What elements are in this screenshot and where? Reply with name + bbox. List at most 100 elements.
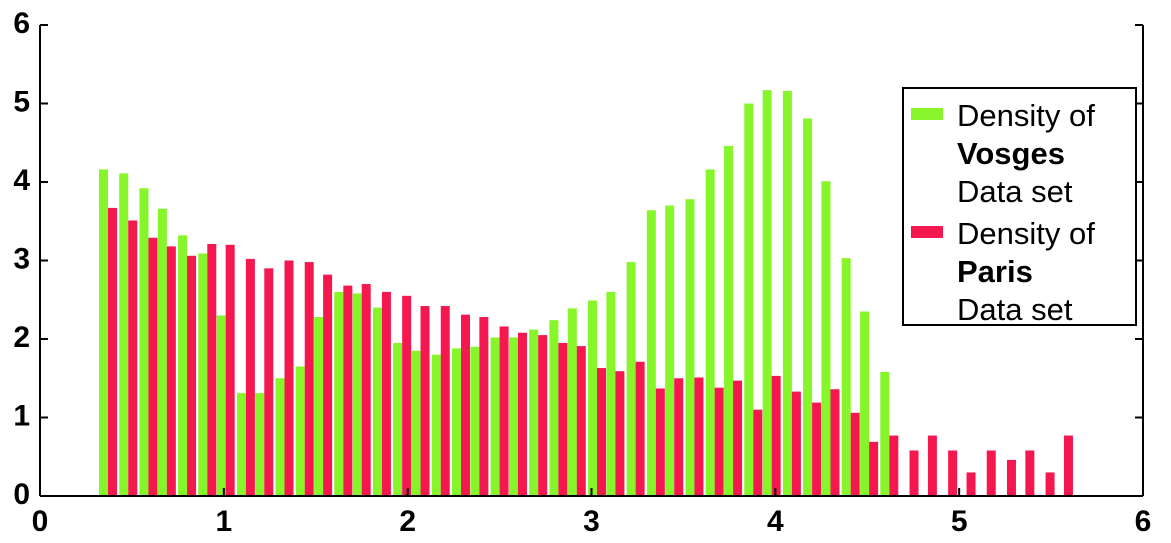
x-tick-label: 5 [951,505,968,538]
bar [733,380,743,496]
bar [694,377,704,496]
bar [986,450,996,496]
bar [927,435,937,496]
bar [549,320,559,496]
y-tick-label: 6 [13,7,30,40]
bar [402,295,412,496]
y-tick-label: 5 [13,85,30,118]
y-tick-label: 2 [13,321,30,354]
bar [451,348,461,496]
bar [626,262,636,496]
bar [245,258,255,496]
bar [1006,459,1016,496]
bar [685,199,695,496]
bar [479,317,489,496]
legend-swatch [911,226,943,238]
bar [314,317,324,496]
bar [966,472,976,496]
bar [1025,450,1035,496]
bar [108,207,118,496]
bar [889,435,899,496]
bar [499,326,509,496]
bar [275,378,285,496]
bar [148,237,158,497]
bar [529,329,539,496]
legend-label: Density of Vosges Data set [957,98,1103,209]
bar [812,402,822,496]
bar [216,315,226,496]
x-tick-label: 3 [583,505,600,538]
x-tick-label: 6 [1135,505,1152,538]
bar [420,306,430,496]
bar [470,346,480,496]
bar [372,307,382,496]
x-tick-label: 4 [767,505,784,538]
bar [655,388,665,496]
bar [869,441,879,496]
bar [674,378,684,496]
bar [646,210,656,496]
bar [361,284,371,496]
y-tick-label: 0 [13,478,30,511]
bar [753,409,763,496]
bar [1045,472,1055,496]
bar [128,220,138,496]
bar [490,337,500,496]
bar [803,118,813,496]
bar [567,308,577,496]
bar [284,260,294,496]
bar [909,450,919,496]
bar [597,368,607,496]
bar [850,412,860,496]
bar [791,391,801,496]
bar [615,371,625,496]
bar [762,90,772,496]
bar [393,342,403,496]
bar [558,342,568,496]
bar [724,145,734,496]
bar [264,268,274,496]
bar [381,291,391,496]
bar [588,300,598,496]
y-tick-label: 1 [13,399,30,432]
bar [334,291,344,496]
bar [99,169,109,496]
x-tick-label: 2 [399,505,416,538]
bar [431,354,441,496]
y-tick-label: 4 [13,164,30,197]
bar [1063,435,1073,496]
legend-box [902,87,1137,326]
bar [830,389,840,496]
legend-swatch [911,108,943,120]
bar [508,337,518,496]
x-tick-label: 0 [32,505,49,538]
bar [352,293,362,496]
bar [576,346,586,496]
bar [460,314,470,496]
bar [517,332,527,496]
bar [187,255,197,496]
bar [705,169,715,496]
bar [119,173,129,497]
bar [880,371,890,496]
legend-label: Density of Paris Data set [957,216,1103,327]
bar [166,246,176,496]
bar [323,274,333,496]
bar [606,291,616,496]
bar [841,258,851,496]
bar [304,262,314,496]
bar [139,188,149,496]
bar [538,335,548,496]
bar [343,285,353,496]
bar [295,366,305,496]
bar [225,244,235,496]
bar [635,361,645,496]
bar [860,311,870,496]
bar [948,450,958,496]
bar [782,90,792,496]
bar [236,393,246,496]
bar [411,350,421,496]
bar [198,253,208,496]
bar [821,181,831,496]
x-tick-label: 1 [215,505,232,538]
